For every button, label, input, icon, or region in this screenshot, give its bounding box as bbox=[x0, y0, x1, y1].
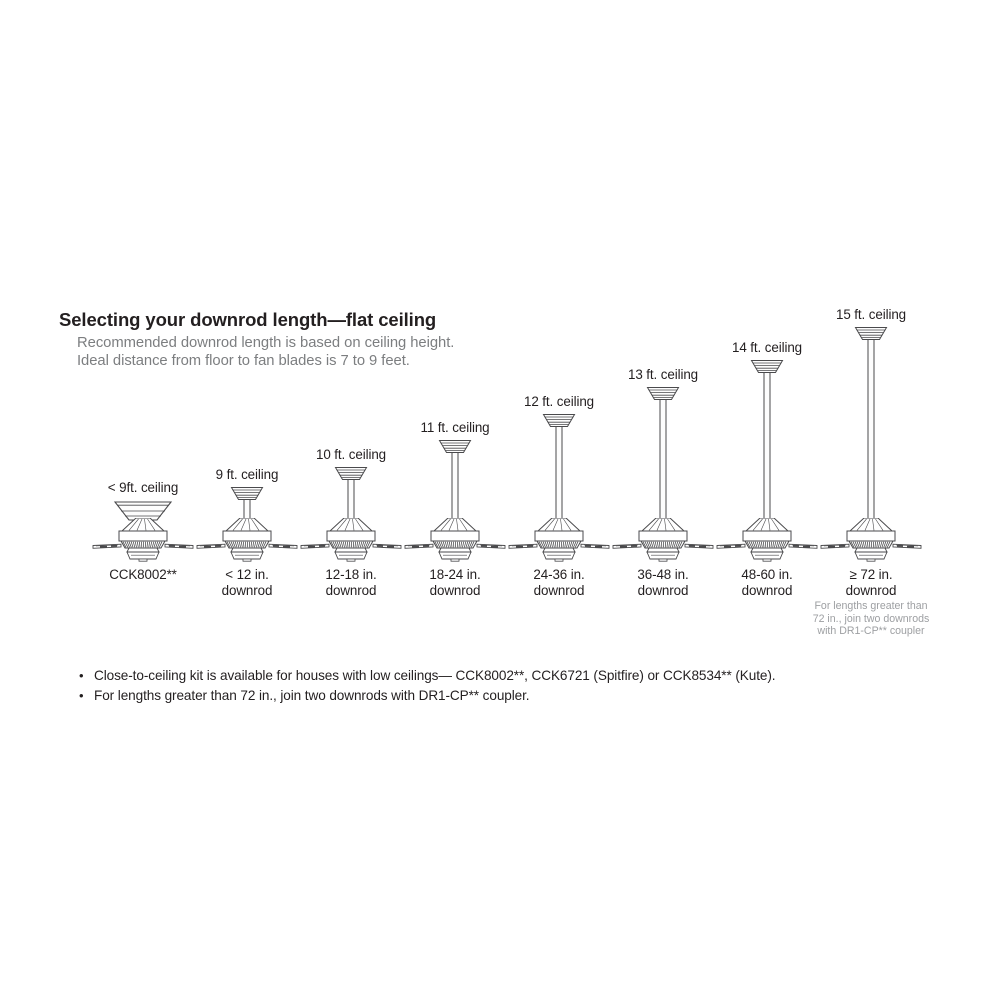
footnote-list: Close-to-ceiling kit is available for ho… bbox=[76, 666, 776, 706]
downrod-coupler-note: For lengths greater than 72 in., join two… bbox=[812, 600, 930, 638]
fan-motor-and-blades-icon bbox=[91, 518, 195, 566]
ceiling-height-label: 13 ft. ceiling bbox=[627, 367, 699, 382]
ceiling-canopy-icon bbox=[646, 386, 680, 401]
ceiling-canopy-icon bbox=[542, 413, 576, 428]
fan-motor-and-blades-icon bbox=[195, 518, 299, 566]
fan-figure-column-3: 10 ft. ceiling 12-18 in. downrod bbox=[299, 0, 403, 660]
downrod-length-label: 24-36 in. downrod bbox=[533, 567, 585, 598]
ceiling-height-label: < 9ft. ceiling bbox=[107, 480, 179, 495]
downrod-shape bbox=[659, 400, 667, 520]
downrod-length-label: 48-60 in. downrod bbox=[741, 567, 793, 598]
subtitle-line-1: Recommended downrod length is based on c… bbox=[77, 335, 455, 351]
ceiling-height-label: 15 ft. ceiling bbox=[835, 307, 907, 322]
close-to-ceiling-canopy-icon bbox=[112, 500, 174, 522]
page-title: Selecting your downrod length—flat ceili… bbox=[59, 309, 437, 330]
fan-figure-column-1: < 9ft. ceiling CCK8002** bbox=[91, 0, 195, 660]
downrod-length-label: ≥ 72 in. downrod bbox=[845, 567, 897, 598]
downrod-length-label: < 12 in. downrod bbox=[221, 567, 273, 598]
ceiling-height-label: 11 ft. ceiling bbox=[420, 420, 490, 435]
downrod-shape bbox=[347, 480, 355, 520]
fan-motor-and-blades-icon bbox=[299, 518, 403, 566]
ceiling-canopy-icon bbox=[334, 466, 368, 481]
downrod-length-label: 36-48 in. downrod bbox=[637, 567, 689, 598]
fan-figure-column-6: 13 ft. ceiling 36-48 in. downrod bbox=[611, 0, 715, 660]
fan-motor-and-blades-icon bbox=[715, 518, 819, 566]
list-item: For lengths greater than 72 in., join tw… bbox=[76, 686, 775, 706]
fan-motor-and-blades-icon bbox=[611, 518, 715, 566]
ceiling-canopy-icon bbox=[438, 439, 472, 454]
fan-motor-and-blades-icon bbox=[819, 518, 923, 566]
downrod-shape bbox=[243, 500, 251, 520]
fan-figure-column-7: 14 ft. ceiling 48-60 in. downrod bbox=[715, 0, 819, 660]
ceiling-height-label: 10 ft. ceiling bbox=[315, 447, 387, 462]
downrod-shape bbox=[451, 453, 459, 520]
ceiling-height-label: 12 ft. ceiling bbox=[523, 394, 595, 409]
fan-figure-column-4: 11 ft. ceiling 18-24 in. downrod bbox=[403, 0, 507, 660]
ceiling-height-label: 9 ft. ceiling bbox=[215, 467, 279, 482]
fan-motor-and-blades-icon bbox=[507, 518, 611, 566]
subtitle-line-2: Ideal distance from floor to fan blades … bbox=[77, 353, 410, 369]
list-item: Close-to-ceiling kit is available for ho… bbox=[76, 666, 776, 686]
downrod-shape bbox=[763, 373, 771, 520]
fan-figure-column-8: 15 ft. ceiling ≥ 72 in. downrod For lengths… bbox=[813, 0, 930, 660]
ceiling-height-label: 14 ft. ceiling bbox=[731, 340, 803, 355]
downrod-length-label: CCK8002** bbox=[109, 567, 177, 582]
fan-figure-column-2: 9 ft. ceiling < 12 in. downrod bbox=[195, 0, 299, 660]
fan-figure-column-5: 12 ft. ceiling 24-36 in. downrod bbox=[507, 0, 611, 660]
fan-motor-and-blades-icon bbox=[403, 518, 507, 566]
ceiling-canopy-icon bbox=[230, 486, 264, 501]
downrod-length-label: 12-18 in. downrod bbox=[325, 567, 377, 598]
downrod-length-label: 18-24 in. downrod bbox=[429, 567, 481, 598]
ceiling-canopy-icon bbox=[750, 359, 784, 374]
downrod-shape bbox=[867, 340, 875, 520]
downrod-shape bbox=[555, 427, 563, 520]
ceiling-canopy-icon bbox=[854, 326, 888, 341]
